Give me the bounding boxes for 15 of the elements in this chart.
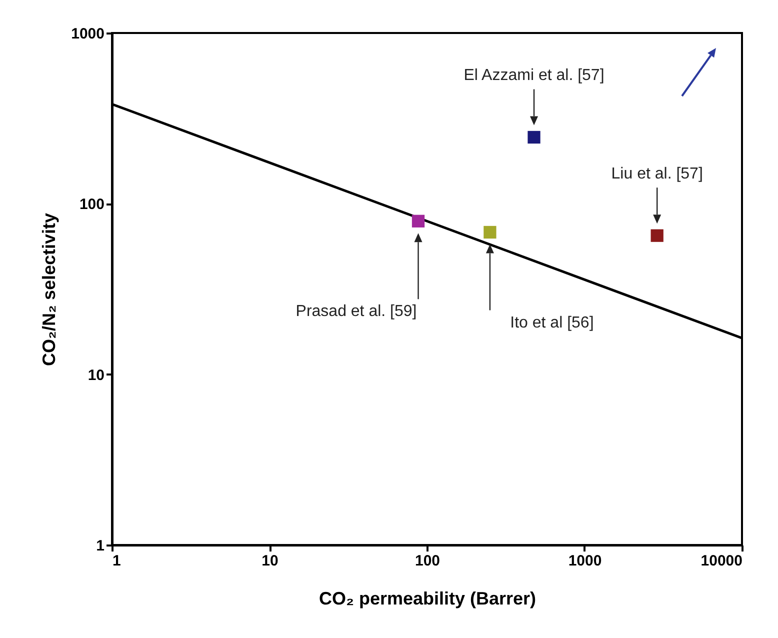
annotation: Prasad et al. [59] — [296, 303, 417, 320]
y-axis-title: CO₂/N₂ selectivity — [39, 212, 60, 366]
x-tick-label: 1000 — [568, 552, 602, 570]
x-tick-label: 1 — [112, 552, 121, 570]
y-tick-label: 1 — [96, 538, 104, 554]
y-tick-label: 10 — [88, 366, 104, 384]
x-tick-label: 100 — [414, 552, 440, 570]
y-tick-label: 1000 — [71, 26, 104, 42]
x-axis-title: CO₂ permeability (Barrer) — [318, 588, 536, 608]
y-tick-label: 100 — [79, 196, 104, 214]
x-tick-label: 10000 — [700, 552, 742, 570]
annotation: Liu et al. [57] — [611, 166, 703, 183]
annotation: El Azzami et al. [57] — [464, 67, 604, 84]
annotation: Ito et al [56] — [510, 314, 594, 332]
x-tick-label: 10 — [262, 552, 278, 570]
